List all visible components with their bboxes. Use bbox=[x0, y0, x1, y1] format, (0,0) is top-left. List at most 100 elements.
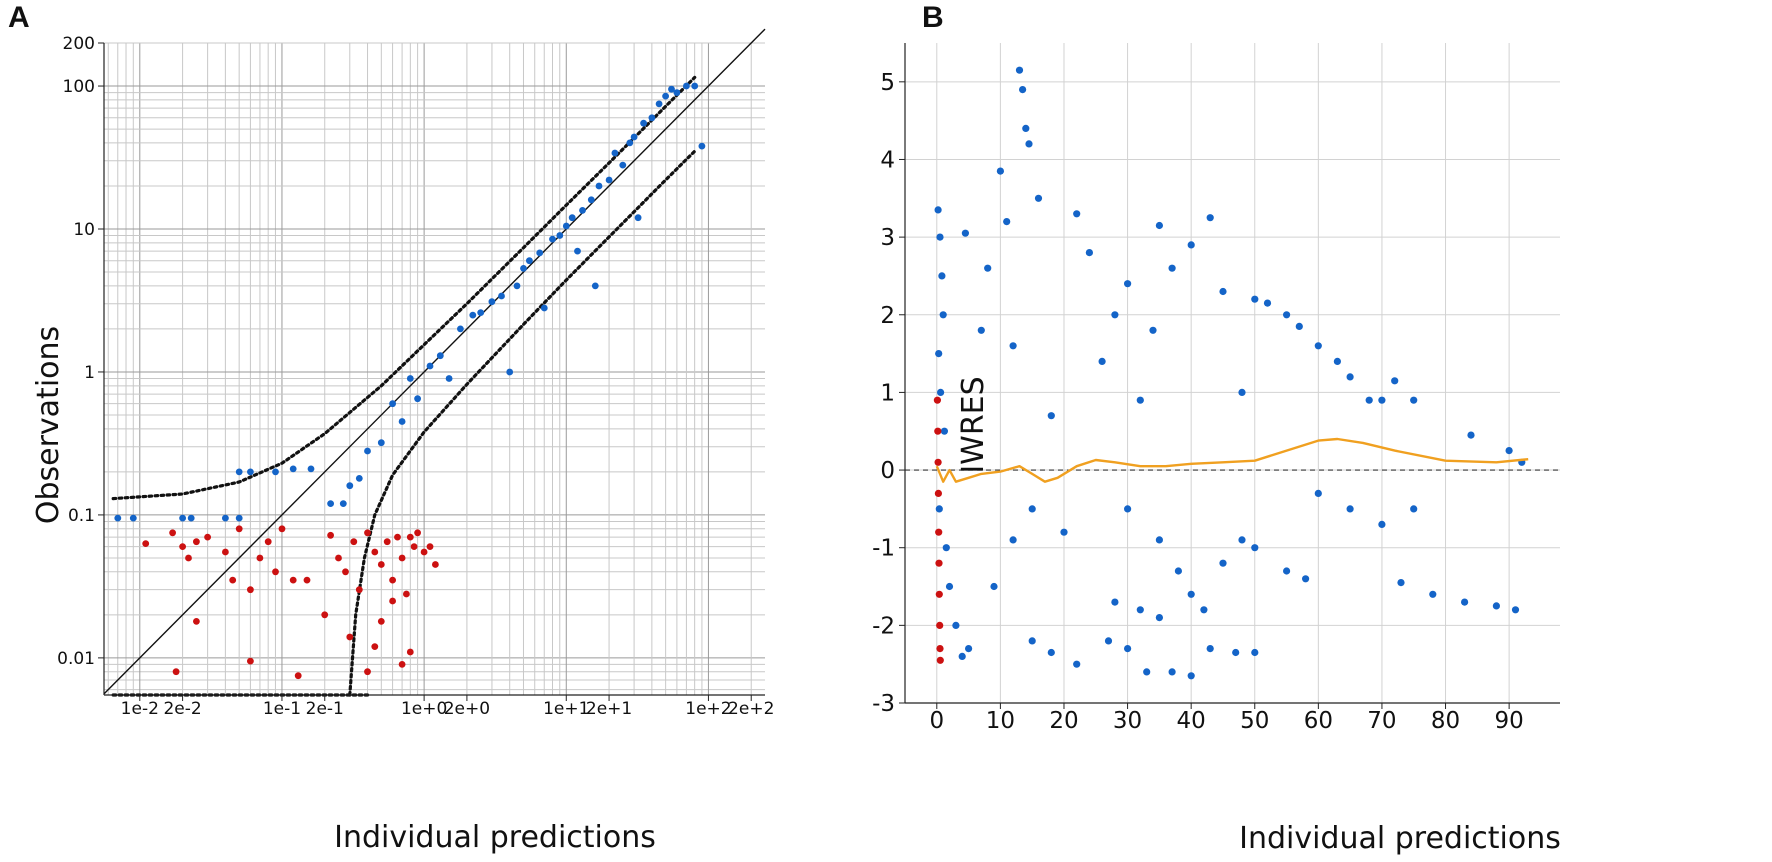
observation-point bbox=[114, 514, 122, 522]
iwres-point bbox=[1149, 326, 1157, 334]
iwres-point bbox=[1238, 388, 1246, 396]
censored-point bbox=[934, 427, 942, 435]
iwres-point bbox=[1378, 396, 1386, 404]
observation-point bbox=[398, 418, 406, 425]
observation-point bbox=[574, 247, 581, 255]
censored-point bbox=[294, 672, 302, 680]
x-tick-label: 1e+2 bbox=[685, 699, 731, 719]
iwres-point bbox=[1283, 311, 1291, 319]
iwres-point bbox=[1187, 590, 1195, 598]
censored-point bbox=[398, 554, 406, 562]
censored-point bbox=[936, 656, 944, 664]
iwres-point bbox=[935, 350, 943, 358]
y-tick-label: 0.1 bbox=[68, 506, 95, 526]
y-tick-label: 1 bbox=[880, 380, 895, 406]
censored-point bbox=[410, 543, 418, 550]
y-tick-label: 0 bbox=[880, 458, 895, 484]
iwres-point bbox=[1111, 598, 1119, 606]
iwres-point bbox=[1219, 559, 1227, 567]
iwres-point bbox=[1028, 637, 1036, 645]
observation-point bbox=[520, 265, 527, 272]
observation-point bbox=[289, 465, 297, 473]
observation-point bbox=[179, 514, 187, 522]
observation-point bbox=[556, 232, 564, 239]
iwres-point bbox=[1019, 86, 1027, 94]
observation-point bbox=[536, 249, 544, 257]
iwres-point bbox=[1200, 606, 1208, 614]
censored-point bbox=[169, 529, 177, 537]
censored-point bbox=[193, 618, 200, 625]
iwres-point bbox=[958, 652, 966, 661]
observation-point bbox=[355, 475, 363, 482]
observation-point bbox=[426, 362, 434, 370]
censored-point bbox=[935, 559, 943, 567]
censored-point bbox=[406, 648, 414, 656]
y-tick-label: 4 bbox=[880, 147, 895, 173]
censored-point bbox=[185, 554, 192, 562]
observation-point bbox=[630, 133, 638, 141]
iwres-point bbox=[1022, 124, 1030, 132]
iwres-point bbox=[935, 505, 943, 513]
iwres-point bbox=[1073, 210, 1081, 218]
iwres-point bbox=[1314, 342, 1322, 350]
iwres-point bbox=[1124, 280, 1132, 288]
observation-point bbox=[668, 85, 675, 93]
iwres-point bbox=[1028, 505, 1036, 513]
censored-point bbox=[377, 618, 385, 625]
iwres-point bbox=[1391, 377, 1399, 385]
censored-point bbox=[414, 529, 421, 537]
censored-point bbox=[142, 540, 150, 547]
censored-point bbox=[371, 548, 379, 556]
smoother-line bbox=[935, 437, 1529, 483]
censored-point bbox=[193, 538, 200, 546]
iwres-point bbox=[1251, 648, 1259, 657]
iwres-point bbox=[990, 582, 998, 591]
iwres-point bbox=[1111, 311, 1119, 319]
observation-point bbox=[222, 514, 229, 522]
iwres-point bbox=[1187, 672, 1195, 680]
x-tick-label: 1e-2 bbox=[121, 699, 159, 719]
censored-point bbox=[935, 590, 943, 598]
iwres-point bbox=[965, 645, 973, 653]
observation-point bbox=[235, 514, 243, 522]
censored-point bbox=[364, 668, 371, 676]
x-tick-label: 2e-2 bbox=[163, 699, 201, 719]
observation-point bbox=[562, 222, 570, 230]
observation-point bbox=[540, 304, 548, 312]
iwres-point bbox=[1302, 575, 1310, 583]
iwres-point bbox=[939, 311, 947, 319]
iwres-point bbox=[1174, 567, 1182, 575]
observation-point bbox=[634, 214, 642, 222]
censored-point bbox=[235, 525, 243, 533]
observation-point bbox=[662, 92, 669, 100]
observation-point bbox=[414, 395, 421, 403]
iwres-point bbox=[1168, 668, 1176, 676]
iwres-point bbox=[1232, 648, 1240, 657]
observation-point bbox=[498, 292, 505, 300]
panel-a-x-axis-title: Individual predictions bbox=[334, 820, 656, 855]
censored-point bbox=[264, 538, 272, 546]
observation-point bbox=[235, 468, 243, 476]
iwres-point bbox=[1168, 264, 1176, 272]
panel-b-x-ticks: 0 10 20 30 40 50 60 70 80 90 bbox=[929, 703, 1524, 734]
observation-point bbox=[477, 309, 485, 316]
censored-point bbox=[389, 576, 396, 584]
censored-point bbox=[179, 543, 187, 550]
panel-b: B 0 10 20 30 40 50 60 70 80 90 -3 -2 -1 0 1 2 3 4 5 Indiv… bbox=[872, 1, 1561, 856]
censored-point bbox=[342, 568, 349, 576]
x-tick-label: 40 bbox=[1177, 708, 1206, 734]
observation-point bbox=[436, 352, 444, 360]
iwres-point bbox=[1467, 431, 1475, 439]
censored-point bbox=[256, 554, 264, 562]
iwres-point bbox=[1397, 579, 1405, 587]
censored-point bbox=[933, 396, 942, 404]
iwres-point bbox=[1025, 140, 1033, 148]
x-tick-label: 1e+0 bbox=[401, 699, 447, 719]
x-tick-label: 2e+1 bbox=[586, 699, 632, 719]
pi-lower-curve bbox=[348, 149, 697, 697]
iwres-point bbox=[1314, 489, 1322, 497]
iwres-point bbox=[1073, 660, 1081, 668]
x-tick-label: 1e-1 bbox=[263, 699, 301, 719]
observation-point bbox=[673, 89, 681, 96]
observation-point bbox=[526, 257, 533, 265]
